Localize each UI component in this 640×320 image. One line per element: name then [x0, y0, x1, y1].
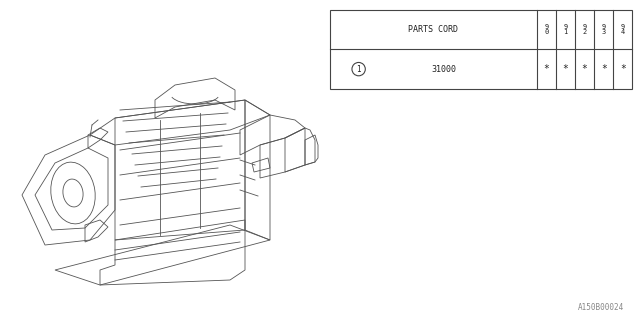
- Text: *: *: [620, 64, 626, 74]
- Text: *: *: [601, 64, 607, 74]
- Text: 9
3: 9 3: [602, 24, 606, 35]
- Bar: [330, 10, 632, 89]
- Text: *: *: [543, 64, 549, 74]
- Text: *: *: [563, 64, 568, 74]
- Text: PARTS CORD: PARTS CORD: [408, 25, 458, 34]
- Text: 9
4: 9 4: [621, 24, 625, 35]
- Text: 9
0: 9 0: [545, 24, 548, 35]
- Text: *: *: [582, 64, 588, 74]
- Text: 1: 1: [356, 65, 361, 74]
- Text: A150B00024: A150B00024: [578, 303, 624, 312]
- Text: 31000: 31000: [431, 65, 456, 74]
- Text: 9
1: 9 1: [563, 24, 568, 35]
- Text: 9
2: 9 2: [582, 24, 587, 35]
